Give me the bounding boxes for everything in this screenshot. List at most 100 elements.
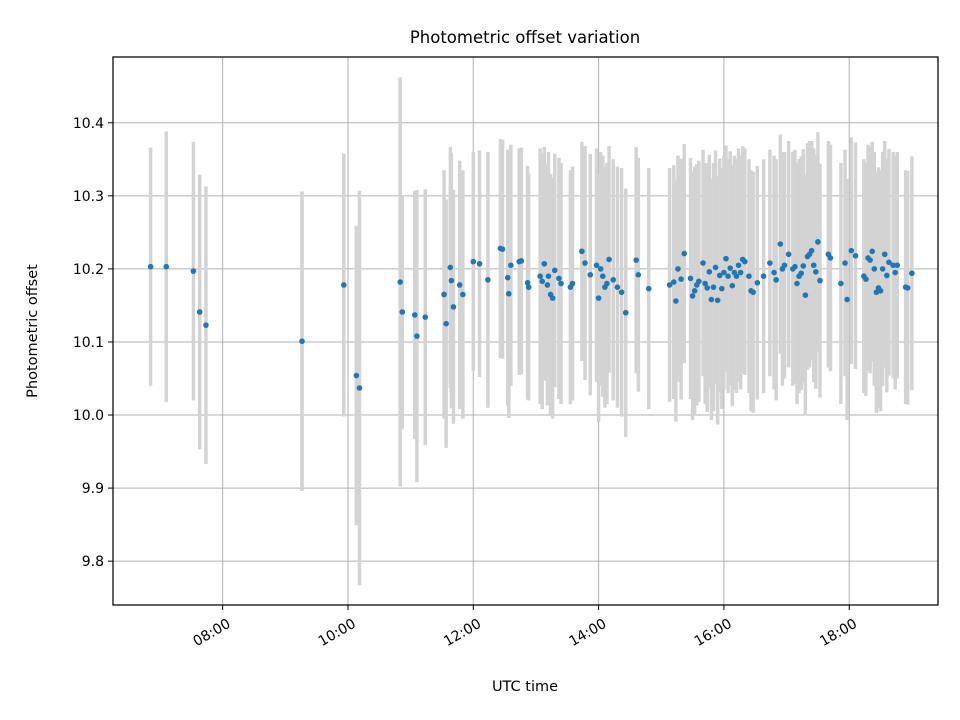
chart-title: Photometric offset variation bbox=[410, 28, 640, 47]
plot-frame bbox=[112, 56, 939, 606]
data-point bbox=[702, 280, 708, 287]
data-point bbox=[727, 265, 733, 271]
data-point bbox=[541, 260, 548, 267]
y-axis-ticks: 9.8 9.9 10.0 10.1 10.2 10.3 10.4 bbox=[73, 116, 113, 570]
data-point bbox=[397, 279, 403, 285]
data-point bbox=[867, 257, 873, 263]
data-point bbox=[456, 282, 463, 288]
data-point bbox=[549, 295, 556, 301]
data-point bbox=[203, 322, 209, 328]
data-point bbox=[794, 280, 800, 287]
data-point bbox=[539, 278, 546, 285]
data-point bbox=[712, 264, 719, 271]
data-point bbox=[340, 282, 347, 288]
data-point bbox=[610, 277, 617, 283]
data-point bbox=[877, 288, 884, 294]
y-tick-label: 9.9 bbox=[82, 481, 104, 497]
data-point bbox=[441, 291, 447, 298]
data-point bbox=[525, 284, 532, 290]
y-tick-label: 10.0 bbox=[73, 408, 104, 424]
data-point bbox=[476, 260, 483, 267]
data-point bbox=[633, 257, 639, 263]
data-point bbox=[737, 269, 744, 276]
data-point bbox=[838, 280, 844, 287]
data-point bbox=[869, 248, 876, 255]
data-point bbox=[706, 269, 713, 275]
data-point bbox=[597, 266, 604, 272]
data-point bbox=[556, 275, 562, 282]
x-axis-label: UTC time bbox=[492, 679, 558, 695]
data-point bbox=[299, 338, 305, 345]
data-point bbox=[733, 273, 740, 280]
data-point bbox=[781, 262, 788, 269]
data-point bbox=[808, 247, 815, 254]
data-point bbox=[618, 289, 625, 296]
data-point bbox=[817, 277, 823, 284]
data-point bbox=[892, 269, 898, 276]
data-point bbox=[505, 290, 512, 297]
data-point bbox=[450, 304, 457, 310]
data-point bbox=[412, 312, 418, 318]
data-point bbox=[190, 268, 197, 274]
data-point bbox=[904, 285, 911, 291]
data-point bbox=[595, 295, 602, 301]
data-point bbox=[414, 333, 420, 339]
data-point bbox=[689, 293, 696, 299]
data-point bbox=[666, 282, 673, 288]
data-point bbox=[714, 297, 721, 304]
data-point bbox=[622, 309, 629, 316]
data-point bbox=[579, 248, 585, 255]
data-point bbox=[147, 263, 154, 270]
data-point bbox=[422, 314, 429, 320]
data-point bbox=[710, 284, 717, 290]
data-point bbox=[723, 255, 729, 262]
data-point bbox=[582, 260, 588, 266]
data-point bbox=[606, 256, 612, 263]
data-point bbox=[725, 273, 731, 280]
data-point bbox=[760, 273, 767, 280]
data-point bbox=[800, 263, 807, 269]
data-point bbox=[696, 278, 702, 285]
data-point bbox=[884, 272, 890, 279]
data-point bbox=[544, 282, 551, 288]
data-point bbox=[499, 246, 506, 252]
data-point bbox=[645, 285, 652, 292]
data-point bbox=[681, 250, 688, 257]
data-point bbox=[518, 258, 525, 264]
data-point bbox=[673, 298, 679, 304]
data-point bbox=[545, 273, 552, 280]
data-point bbox=[708, 296, 715, 303]
data-point bbox=[678, 276, 684, 282]
data-point bbox=[754, 279, 761, 286]
data-point bbox=[827, 255, 834, 261]
data-point bbox=[196, 309, 203, 315]
data-point bbox=[716, 272, 723, 279]
y-tick-label: 9.8 bbox=[82, 554, 104, 570]
data-point bbox=[742, 258, 748, 265]
data-point bbox=[604, 280, 610, 287]
data-point bbox=[447, 264, 454, 271]
data-point bbox=[569, 280, 576, 287]
data-point bbox=[777, 241, 784, 247]
data-point bbox=[399, 309, 406, 315]
data-point bbox=[558, 280, 564, 287]
data-point bbox=[785, 251, 792, 258]
data-point bbox=[470, 258, 477, 265]
data-point bbox=[460, 291, 466, 298]
data-point bbox=[881, 251, 888, 258]
y-tick-label: 10.4 bbox=[73, 116, 104, 132]
data-point bbox=[719, 285, 725, 292]
data-point bbox=[767, 260, 773, 266]
data-point bbox=[353, 372, 360, 379]
data-point bbox=[894, 262, 901, 269]
data-point bbox=[599, 273, 606, 280]
y-tick-label: 10.2 bbox=[73, 262, 104, 278]
data-point bbox=[485, 277, 491, 283]
data-point bbox=[798, 270, 804, 277]
data-point bbox=[852, 252, 859, 259]
data-point bbox=[815, 239, 821, 245]
data-point bbox=[909, 270, 915, 277]
data-point bbox=[614, 284, 621, 290]
y-tick-label: 10.1 bbox=[73, 335, 104, 351]
